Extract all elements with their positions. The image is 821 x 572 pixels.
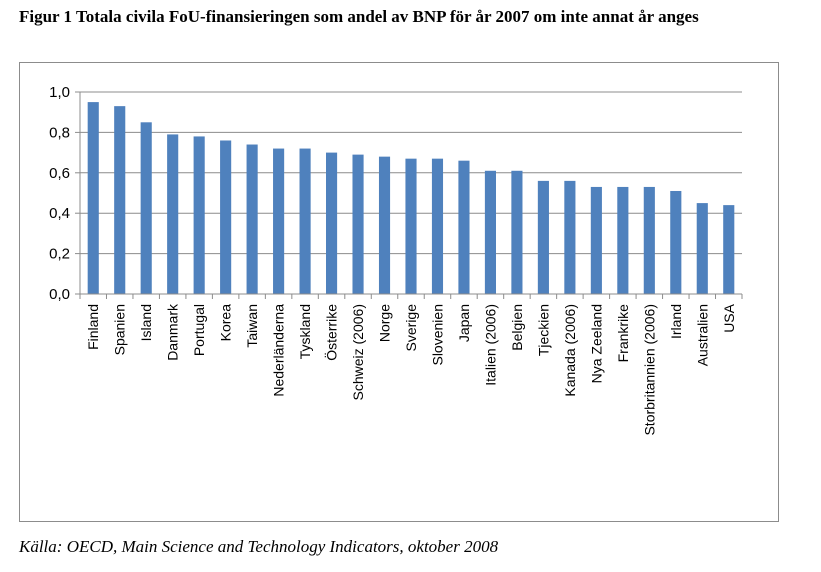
bar-nya-zeeland: [590, 186, 602, 294]
figure-caption: Figur 1 Totala civila FoU-finansieringen…: [19, 7, 699, 26]
bar-australien: [696, 203, 708, 294]
x-category-label: Irland: [668, 304, 684, 339]
bar-usa: [723, 205, 735, 294]
bar-chart: 0,0 0,2 0,4 0,6 0,8 1,0 Finland Spanien Island D…: [49, 84, 743, 436]
x-category-label: Sverige: [403, 304, 419, 352]
bar-finland: [87, 102, 99, 294]
bar-korea: [220, 140, 232, 294]
bar-sverige: [405, 158, 417, 294]
x-category-label: Nya Zeeland: [588, 304, 604, 383]
x-category-label: Finland: [85, 304, 101, 350]
y-tick-label: 0,8: [49, 124, 70, 141]
x-category-label: Australien: [694, 304, 710, 366]
bar-frankrike: [617, 186, 629, 294]
bar-belgien: [511, 170, 523, 294]
source-note: Källa: OECD, Main Science and Technology…: [19, 537, 499, 556]
x-category-label: Portugal: [191, 304, 207, 356]
y-tick-label: 0,6: [49, 165, 70, 182]
x-category-label: Spanien: [112, 304, 128, 355]
bar-taiwan: [246, 144, 258, 294]
axes: [75, 91, 743, 299]
x-category-label: Nederländerna: [271, 304, 287, 397]
x-category-label: Japan: [456, 304, 472, 342]
x-category-label: USA: [721, 303, 737, 332]
bar-tyskland: [299, 148, 311, 294]
y-tick-label: 0,2: [49, 246, 70, 263]
bar-spanien: [114, 106, 126, 294]
x-category-label: Danmark: [165, 303, 181, 361]
bar-island: [140, 122, 152, 294]
y-tick-labels: 0,0 0,2 0,4 0,6 0,8 1,0: [49, 84, 70, 303]
y-tick-label: 1,0: [49, 84, 70, 101]
x-category-label: Österrike: [323, 304, 340, 361]
x-category-label: Norge: [377, 304, 393, 342]
x-category-label: Taiwan: [244, 304, 260, 348]
x-category-label: Tyskland: [297, 304, 313, 359]
bar-nederländerna: [273, 148, 285, 294]
x-category-label: Belgien: [509, 304, 525, 351]
bar-irland: [670, 190, 682, 294]
x-category-label: Storbritannien (2006): [641, 304, 657, 436]
category-labels: Finland Spanien Island Danmark Portugal Korea…: [85, 303, 737, 436]
bar-slovenien: [431, 158, 444, 294]
y-tick-label: 0,0: [49, 286, 70, 303]
x-category-label: Slovenien: [429, 304, 445, 366]
x-category-label: Island: [138, 304, 154, 341]
bar-österrike: [325, 152, 338, 294]
bar-storbritannien-2006: [643, 186, 655, 294]
bar-schweiz-2006: [352, 154, 364, 294]
y-tick-label: 0,4: [49, 205, 70, 222]
bar-danmark: [167, 134, 179, 294]
bar-kanada-2006: [564, 180, 576, 294]
bar-portugal: [193, 136, 205, 294]
x-category-label: Frankrike: [615, 304, 631, 363]
bars: [87, 102, 735, 294]
bar-tjeckien: [537, 180, 549, 294]
chart-frame: 0,0 0,2 0,4 0,6 0,8 1,0 Finland Spanien Island D…: [19, 62, 779, 522]
x-category-label: Italien (2006): [482, 304, 498, 386]
bar-norge: [378, 156, 391, 294]
bar-japan: [458, 160, 470, 294]
x-category-label: Tjeckien: [535, 304, 551, 356]
x-category-label: Kanada (2006): [562, 304, 578, 397]
x-category-label: Schweiz (2006): [350, 304, 366, 401]
x-category-label: Korea: [218, 304, 234, 342]
bar-italien-2006: [484, 170, 497, 294]
